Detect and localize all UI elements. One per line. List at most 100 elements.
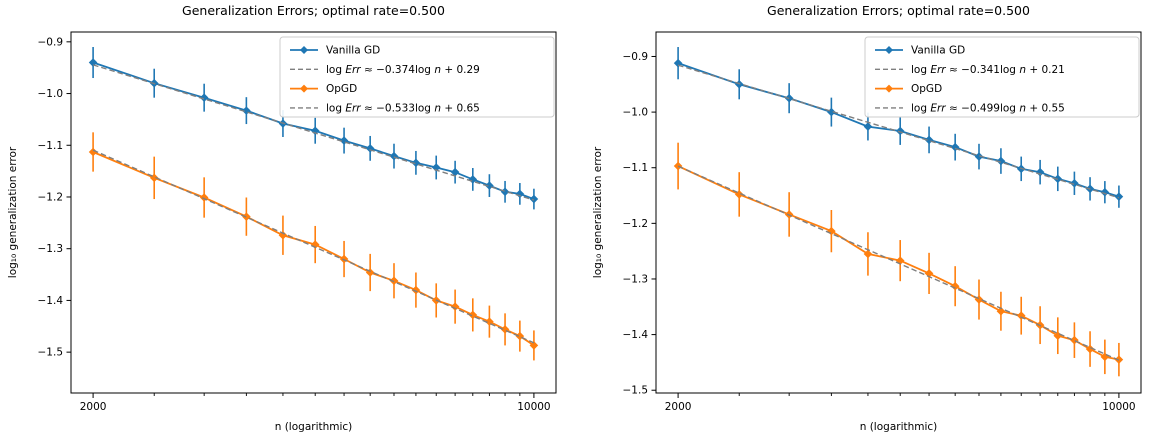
legend-fit-label: log Err ≈ −0.499log n + 0.55 [911, 103, 1068, 115]
y-tick-label: −1.3 [623, 273, 649, 285]
data-point-marker [863, 122, 873, 131]
y-tick-label: −0.9 [623, 51, 649, 63]
legend-marker [885, 46, 893, 54]
data-point-marker [529, 194, 539, 204]
x-tick-label: 10000 [1102, 401, 1135, 413]
y-tick-label: −1.2 [623, 218, 649, 230]
legend-label: OpGD [326, 83, 357, 95]
data-point-marker [1016, 311, 1026, 320]
series-line [92, 151, 535, 347]
fit-line [677, 165, 1120, 361]
chart-title: Generalization Errors; optimal rate=0.50… [182, 3, 445, 18]
fit-line [92, 64, 535, 201]
data-point-marker [1035, 167, 1045, 177]
data-point-marker [88, 58, 98, 67]
data-point-marker [895, 126, 905, 136]
legend-marker [300, 46, 308, 54]
legend-fit-label: log Err ≈ −0.533log n + 0.65 [326, 103, 483, 115]
data-point-marker [450, 302, 460, 311]
plot-area-right: −0.9 −1.0 −1.1 −1.2 −1.3 −1.4 −1.5 2000 10000 Van… [623, 31, 1142, 413]
plot-border [70, 31, 557, 394]
data-point-marker [310, 240, 320, 249]
data-point-marker [339, 254, 349, 264]
data-point-marker [1100, 187, 1110, 197]
chart-title: Generalization Errors; optimal rate=0.50… [767, 3, 1030, 18]
data-point-marker [673, 161, 683, 171]
series-opgd [88, 132, 539, 361]
data-point-marker [389, 151, 399, 161]
data-point-marker [500, 187, 510, 197]
x-tick-label: 2000 [665, 401, 692, 413]
legend: Vanilla GD log Err ≈ −0.341log n + 0.21 O… [864, 36, 1140, 118]
data-point-marker [199, 93, 209, 102]
data-point-marker [996, 156, 1006, 166]
y-tick-label: −1.4 [38, 295, 64, 307]
data-point-marker [411, 285, 421, 295]
data-point-marker [996, 306, 1006, 316]
data-point-marker [365, 268, 375, 277]
x-tick-label: 2000 [80, 401, 107, 413]
data-point-marker [149, 173, 159, 183]
data-point-marker [450, 167, 460, 177]
legend-fit-label: log Err ≈ −0.374log n + 0.29 [326, 64, 483, 76]
y-tick-label: −1.1 [38, 140, 64, 152]
y-tick-label: −1.0 [38, 88, 64, 100]
data-point-marker [389, 276, 399, 286]
y-tick-label: −1.2 [38, 191, 64, 203]
legend-fit-label: log Err ≈ −0.341log n + 0.21 [911, 64, 1068, 76]
data-point-marker [827, 226, 836, 236]
y-axis-label: log₁₀ generalization error [592, 146, 604, 279]
plot-border [655, 31, 1142, 394]
legend-box [279, 36, 555, 118]
data-point-marker [1070, 178, 1079, 188]
y-tick-label: −1.1 [623, 162, 649, 174]
y-axis-label: log₁₀ generalization error [7, 146, 19, 279]
x-tick-label: 10000 [517, 401, 550, 413]
legend-label: OpGD [911, 83, 942, 95]
y-tick-label: −1.0 [623, 107, 649, 119]
data-point-marker [199, 193, 209, 202]
y-tick-label: −1.3 [38, 243, 64, 255]
data-point-marker [88, 147, 98, 157]
legend-marker [300, 84, 308, 93]
y-tick-label: −1.4 [623, 329, 649, 341]
data-point-marker [515, 189, 525, 199]
y-tick-label: −1.5 [623, 385, 649, 397]
data-point-marker [863, 249, 873, 259]
data-point-marker [485, 317, 494, 326]
data-point-marker [278, 230, 288, 240]
data-point-marker [924, 135, 934, 145]
legend-marker [885, 84, 893, 93]
data-point-marker [1100, 352, 1110, 362]
data-point-marker [310, 126, 320, 136]
data-point-marker [1070, 335, 1079, 345]
legend-label: Vanilla GD [911, 45, 965, 57]
legend-label: Vanilla GD [326, 45, 380, 57]
x-axis-label: n (logarithmic) [859, 421, 938, 433]
data-point-marker [468, 175, 478, 184]
chart-panel-right: −0.9 −1.0 −1.1 −1.2 −1.3 −1.4 −1.5 2000 10000 Van… [585, 0, 1170, 444]
data-point-marker [529, 341, 539, 350]
legend-box [864, 36, 1140, 118]
data-point-marker [950, 281, 960, 291]
data-point-marker [500, 325, 510, 334]
fit-line [677, 64, 1120, 199]
chart-panel-left: −0.9 −1.0 −1.1 −1.2 −1.3 −1.4 −1.5 2000 10000 Van… [7, 3, 557, 433]
y-tick-label: −1.5 [38, 347, 64, 359]
legend: Vanilla GD log Err ≈ −0.374log n + 0.29 O… [279, 36, 555, 118]
data-point-marker [1114, 192, 1124, 201]
data-point-marker [734, 190, 744, 199]
data-point-marker [1085, 344, 1095, 354]
data-point-marker [411, 158, 421, 168]
data-point-marker [673, 58, 683, 68]
data-point-marker [974, 152, 984, 161]
plot-area-left: −0.9 −1.0 −1.1 −1.2 −1.3 −1.4 −1.5 2000 10000 Van… [38, 31, 557, 413]
fit-line [92, 149, 535, 344]
data-point-marker [431, 163, 441, 172]
data-point-marker [242, 212, 251, 221]
data-point-marker [924, 269, 934, 278]
data-point-marker [950, 142, 960, 152]
data-point-marker [468, 310, 478, 320]
y-tick-label: −0.9 [38, 36, 64, 48]
